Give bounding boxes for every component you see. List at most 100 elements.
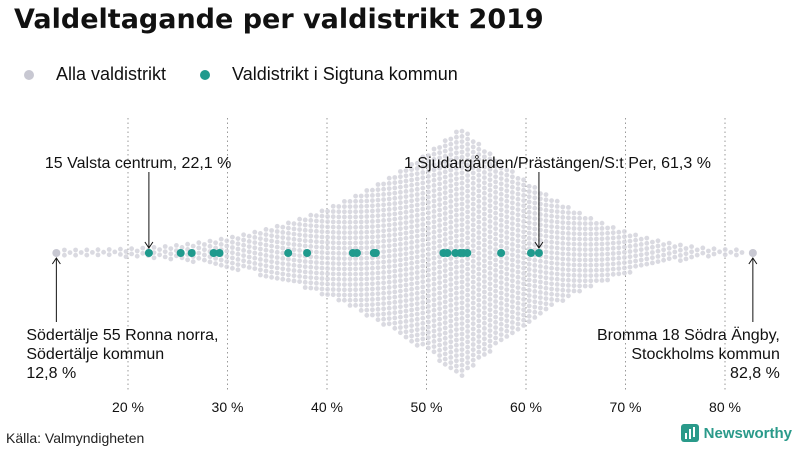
swarm-point: [459, 284, 465, 290]
swarm-point: [448, 344, 454, 350]
swarm-point: [358, 276, 364, 282]
swarm-point: [599, 231, 605, 237]
swarm-point: [398, 241, 403, 247]
swarm-point: [448, 193, 454, 199]
swarm-point: [336, 235, 342, 241]
swarm-point: [482, 242, 487, 248]
swarm-point: [543, 228, 549, 234]
swarm-point: [571, 215, 577, 221]
swarm-point: [554, 256, 560, 261]
swarm-point: [336, 224, 342, 230]
swarm-point: [538, 258, 543, 264]
swarm-point: [330, 224, 336, 230]
swarm-point: [224, 248, 230, 254]
swarm-point: [386, 295, 392, 301]
swarm-point: [454, 207, 459, 213]
swarm-point: [364, 271, 370, 277]
swarm-point: [442, 185, 448, 190]
swarm-point: [454, 337, 459, 343]
swarm-point: [482, 289, 487, 295]
series-sigtuna: [144, 249, 543, 257]
swarm-point: [526, 319, 532, 324]
swarm-point: [218, 257, 224, 263]
swarm-point: [465, 157, 470, 163]
swarm-point: [347, 266, 353, 272]
swarm-point: [465, 292, 470, 298]
swarm-point: [291, 278, 297, 284]
swarm-point: [454, 296, 459, 301]
swarm-point: [543, 197, 549, 203]
swarm-point: [347, 271, 353, 277]
swarm-point: [392, 258, 398, 264]
swarm-point: [459, 196, 465, 202]
swarm-point: [297, 237, 302, 243]
swarm-point: [437, 347, 442, 353]
x-tick-label: 60 %: [510, 399, 542, 415]
swarm-point: [358, 302, 364, 308]
swarm-point: [386, 259, 392, 264]
swarm-point: [403, 225, 409, 231]
swarm-point: [622, 265, 627, 271]
legend-label-sigtuna: Valdistrikt i Sigtuna kommun: [232, 64, 458, 84]
swarm-point: [330, 281, 336, 287]
swarm-point: [431, 162, 437, 168]
swarm-point: [437, 202, 442, 208]
swarm-point: [532, 289, 538, 294]
swarm-point: [358, 287, 364, 292]
swarm-point: [566, 262, 571, 267]
swarm-point: [448, 323, 454, 329]
swarm-point: [683, 246, 689, 251]
swarm-point: [521, 208, 526, 214]
swarm-point: [381, 212, 386, 218]
swarm-point: [689, 244, 694, 250]
swarm-point: [566, 272, 571, 278]
swarm-point: [616, 266, 622, 271]
swarm-point: [336, 287, 342, 293]
swarm-point: [515, 196, 521, 202]
swarm-point: [431, 193, 437, 199]
swarm-point: [442, 195, 448, 201]
swarm-point: [426, 304, 431, 309]
swarm-point: [577, 262, 582, 268]
swarm-point: [398, 267, 403, 273]
swarm-point: [409, 271, 414, 276]
swarm-point: [246, 233, 252, 239]
swarm-point: [526, 277, 532, 283]
swarm-point: [476, 146, 482, 152]
swarm-point: [297, 227, 302, 233]
swarm-point: [364, 307, 370, 313]
swarm-point: [409, 312, 414, 318]
swarm-point: [224, 259, 230, 264]
swarm-point: [101, 249, 106, 255]
swarm-point: [515, 269, 521, 275]
swarm-point: [375, 296, 381, 302]
swarm-point: [358, 224, 364, 230]
swarm-point: [336, 219, 342, 225]
swarm-point: [426, 319, 431, 325]
swarm-point: [437, 238, 442, 244]
swarm-point: [571, 252, 577, 257]
swarm-point: [526, 287, 532, 293]
swarm-point: [347, 240, 353, 246]
swarm-point: [325, 219, 330, 225]
swarm-point: [510, 304, 515, 310]
swarm-point: [482, 274, 487, 279]
swarm-point: [549, 281, 554, 287]
swarm-point: [482, 279, 487, 284]
swarm-point: [286, 277, 291, 283]
swarm-point: [566, 246, 571, 252]
swarm-point: [196, 250, 202, 256]
swarm-point: [482, 232, 487, 238]
swarm-point: [454, 316, 459, 322]
swarm-point: [487, 291, 493, 297]
swarm-point: [543, 280, 549, 286]
swarm-point: [543, 207, 549, 213]
swarm-point: [386, 207, 392, 212]
swarm-point: [353, 198, 358, 204]
swarm-point: [594, 267, 599, 273]
swarm-point: [398, 252, 403, 258]
swarm-point: [560, 282, 566, 288]
swarm-point: [650, 244, 655, 250]
swarm-point: [560, 241, 566, 246]
swarm-point: [532, 263, 538, 268]
